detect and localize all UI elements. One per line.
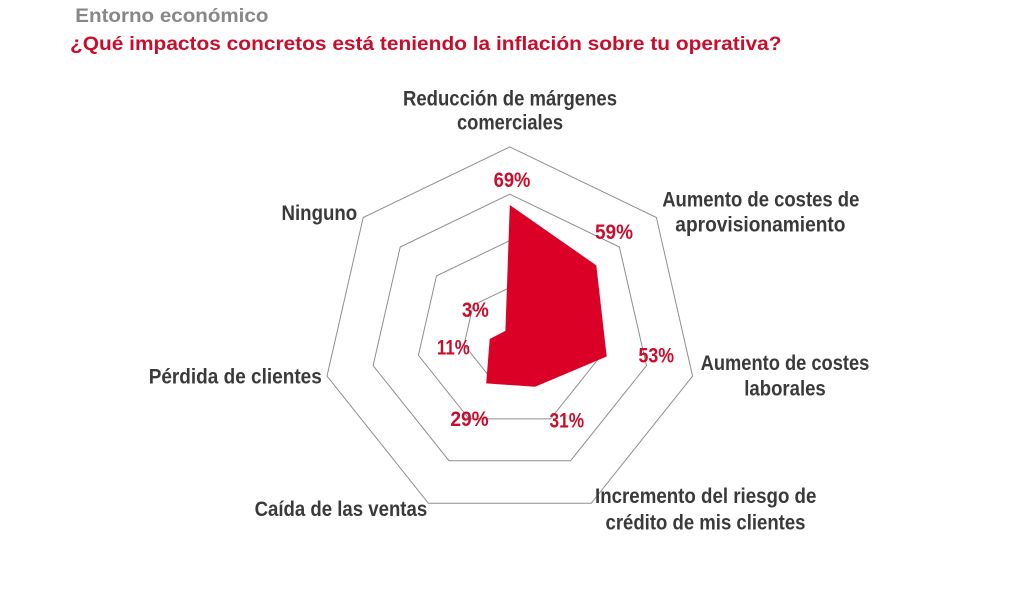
svg-text:crédito de mis clientes: crédito de mis clientes [606,512,806,535]
svg-text:59%: 59% [595,221,633,244]
svg-text:Caída de las ventas: Caída de las ventas [255,498,428,521]
svg-text:31%: 31% [550,410,585,433]
svg-text:Incremento del riesgo de: Incremento del riesgo de [595,485,816,508]
svg-text:laborales: laborales [744,377,826,400]
svg-text:3%: 3% [462,299,489,322]
svg-text:29%: 29% [450,408,489,431]
svg-text:¿Qué impactos concretos está t: ¿Qué impactos concretos está teniendo la… [70,34,781,55]
svg-text:aprovisionamiento: aprovisionamiento [675,214,845,237]
svg-text:Aumento de costes: Aumento de costes [701,352,870,375]
svg-text:11%: 11% [437,336,470,359]
svg-text:Pérdida de clientes: Pérdida de clientes [149,365,322,388]
svg-text:53%: 53% [639,344,675,367]
svg-text:69%: 69% [494,169,531,192]
svg-text:Entorno económico: Entorno económico [75,6,268,27]
svg-text:Ninguno: Ninguno [282,202,358,225]
svg-text:Reducción de márgenes: Reducción de márgenes [403,88,617,111]
svg-text:Aumento de costes de: Aumento de costes de [662,189,859,212]
svg-text:comerciales: comerciales [457,112,563,135]
